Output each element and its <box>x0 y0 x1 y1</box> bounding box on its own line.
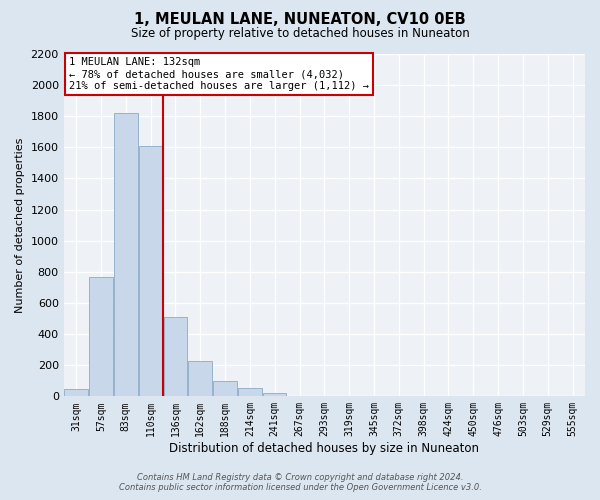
Bar <box>164 317 187 396</box>
Bar <box>114 113 137 397</box>
Bar <box>188 360 212 396</box>
Text: 1 MEULAN LANE: 132sqm
← 78% of detached houses are smaller (4,032)
21% of semi-d: 1 MEULAN LANE: 132sqm ← 78% of detached … <box>69 58 369 90</box>
Bar <box>213 381 237 396</box>
X-axis label: Distribution of detached houses by size in Nuneaton: Distribution of detached houses by size … <box>169 442 479 455</box>
Text: Contains HM Land Registry data © Crown copyright and database right 2024.
Contai: Contains HM Land Registry data © Crown c… <box>119 473 481 492</box>
Bar <box>64 388 88 396</box>
Bar <box>263 393 286 396</box>
Bar <box>139 146 163 397</box>
Text: 1, MEULAN LANE, NUNEATON, CV10 0EB: 1, MEULAN LANE, NUNEATON, CV10 0EB <box>134 12 466 28</box>
Text: Size of property relative to detached houses in Nuneaton: Size of property relative to detached ho… <box>131 28 469 40</box>
Bar <box>238 388 262 396</box>
Bar <box>89 276 113 396</box>
Y-axis label: Number of detached properties: Number of detached properties <box>15 138 25 313</box>
